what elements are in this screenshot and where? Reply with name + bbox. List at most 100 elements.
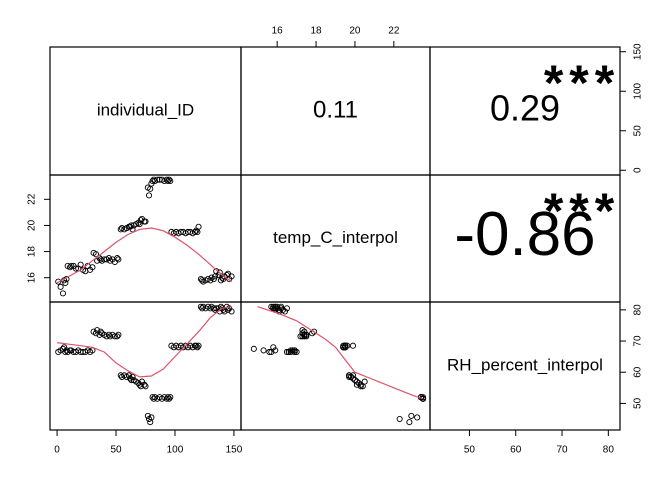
point-rh-vs-temp-2 bbox=[250, 345, 257, 352]
top-tick-label-temp-1: 18 bbox=[310, 26, 322, 37]
point-rh-vs-id-75 bbox=[194, 344, 201, 351]
point-temp-vs-id-4 bbox=[62, 279, 69, 286]
top-tick-label-temp-0: 16 bbox=[272, 26, 284, 37]
point-temp-vs-id-53 bbox=[150, 176, 157, 183]
point-rh-vs-id-51 bbox=[148, 414, 155, 421]
bottom-tick-label-rh-0: 50 bbox=[464, 445, 476, 456]
bottom-tick-label-id-1: 50 bbox=[110, 445, 122, 456]
point-rh-vs-temp-90 bbox=[274, 305, 281, 312]
right-tick-label-top-0: 0 bbox=[633, 167, 644, 173]
point-rh-vs-temp-16 bbox=[285, 348, 292, 356]
point-rh-vs-temp-23 bbox=[299, 330, 306, 337]
panel-border-2-0 bbox=[49, 301, 242, 431]
point-rh-vs-id-59 bbox=[163, 395, 170, 402]
point-rh-vs-temp-37 bbox=[349, 375, 357, 382]
point-rh-vs-temp-47 bbox=[357, 383, 364, 390]
point-rh-vs-temp-27 bbox=[299, 333, 306, 340]
point-rh-vs-temp-41 bbox=[353, 378, 360, 385]
point-rh-vs-id-31 bbox=[115, 331, 122, 338]
point-temp-vs-id-1 bbox=[57, 283, 64, 290]
point-rh-vs-temp-49 bbox=[396, 415, 403, 423]
point-temp-vs-id-49 bbox=[145, 192, 153, 199]
point-rh-vs-id-30 bbox=[114, 333, 121, 340]
point-temp-vs-id-12 bbox=[77, 261, 84, 268]
point-rh-vs-temp-94 bbox=[279, 306, 287, 313]
right-tick-label-rh-1: 60 bbox=[633, 366, 644, 378]
point-rh-vs-temp-4 bbox=[266, 348, 273, 356]
point-temp-vs-id-76 bbox=[195, 223, 202, 230]
point-rh-vs-temp-45 bbox=[361, 378, 368, 385]
point-temp-vs-id-47 bbox=[142, 218, 149, 225]
bottom-tick-label-rh-1: 60 bbox=[510, 445, 522, 456]
panel-border-2-2 bbox=[429, 301, 621, 431]
point-rh-vs-id-46 bbox=[141, 381, 148, 388]
bottom-tick-label-id-3: 150 bbox=[226, 445, 243, 456]
point-rh-vs-temp-11 bbox=[287, 347, 294, 354]
right-tick-label-top-1: 50 bbox=[633, 125, 644, 137]
point-rh-vs-temp-15 bbox=[291, 347, 298, 354]
point-rh-vs-temp-35 bbox=[348, 373, 355, 380]
bottom-tick-label-rh-2: 70 bbox=[556, 445, 568, 456]
point-rh-vs-id-92 bbox=[221, 308, 228, 315]
point-rh-vs-temp-1 bbox=[260, 347, 267, 354]
right-tick-label-rh-3: 80 bbox=[633, 304, 644, 316]
point-rh-vs-id-60 bbox=[164, 394, 171, 401]
point-rh-vs-id-61 bbox=[166, 395, 173, 402]
left-tick-label-temp-2: 20 bbox=[27, 219, 38, 231]
point-temp-vs-id-61 bbox=[166, 176, 173, 183]
point-rh-vs-id-12 bbox=[77, 348, 84, 356]
point-rh-vs-temp-86 bbox=[283, 305, 290, 312]
variable-label-RH_percent_interpol: RH_percent_interpol bbox=[447, 355, 603, 374]
point-temp-vs-id-8 bbox=[68, 262, 75, 269]
point-rh-vs-id-53 bbox=[150, 395, 157, 402]
point-rh-vs-temp-30 bbox=[303, 333, 310, 340]
point-rh-vs-id-29 bbox=[111, 333, 118, 340]
bottom-tick-label-rh-3: 80 bbox=[603, 445, 615, 456]
bottom-tick-label-id-0: 0 bbox=[54, 445, 60, 456]
point-rh-vs-temp-75 bbox=[342, 344, 349, 351]
panel-border-2-1 bbox=[240, 301, 431, 431]
point-rh-vs-id-78 bbox=[199, 305, 206, 312]
variable-label-temp_C_interpol: temp_C_interpol bbox=[273, 228, 398, 247]
significance-stars-2: *** bbox=[544, 183, 620, 239]
point-rh-vs-id-20 bbox=[94, 327, 101, 334]
point-temp-vs-id-30 bbox=[114, 255, 121, 262]
right-tick-label-rh-2: 70 bbox=[633, 335, 644, 347]
point-rh-vs-temp-61 bbox=[419, 395, 427, 402]
point-rh-vs-temp-12 bbox=[293, 348, 300, 356]
point-rh-vs-temp-76 bbox=[349, 342, 357, 349]
smooth-line-temp-vs-id bbox=[56, 227, 232, 284]
correlation-value-1: 0.29 bbox=[490, 88, 560, 129]
right-tick-label-top-2: 100 bbox=[633, 82, 644, 99]
point-rh-vs-temp-29 bbox=[297, 333, 304, 340]
point-rh-vs-temp-89 bbox=[270, 303, 277, 310]
point-rh-vs-id-62 bbox=[167, 394, 174, 401]
point-temp-vs-id-88 bbox=[216, 269, 223, 276]
correlation-value-2: -0.86 bbox=[454, 200, 595, 269]
point-temp-vs-id-94 bbox=[224, 270, 232, 277]
point-rh-vs-temp-14 bbox=[283, 348, 290, 356]
point-temp-vs-id-32 bbox=[117, 226, 124, 233]
point-temp-vs-id-43 bbox=[136, 221, 143, 228]
bottom-tick-label-id-2: 100 bbox=[167, 445, 184, 456]
point-rh-vs-temp-5 bbox=[272, 347, 279, 354]
point-rh-vs-temp-95 bbox=[272, 305, 279, 312]
point-temp-vs-id-60 bbox=[164, 177, 171, 185]
variable-label-individual_ID: individual_ID bbox=[97, 100, 194, 119]
point-rh-vs-temp-72 bbox=[340, 344, 347, 351]
point-rh-vs-id-96 bbox=[228, 308, 235, 315]
point-rh-vs-temp-79 bbox=[268, 303, 275, 310]
smooth-line-rh-vs-temp bbox=[257, 306, 424, 400]
point-temp-vs-id-19 bbox=[92, 251, 100, 258]
left-tick-label-temp-3: 22 bbox=[27, 193, 38, 205]
point-temp-vs-id-62 bbox=[167, 177, 174, 185]
point-temp-vs-id-96 bbox=[228, 273, 235, 280]
point-temp-vs-id-55 bbox=[154, 176, 161, 183]
point-temp-vs-id-17 bbox=[89, 264, 96, 271]
significance-stars-1: *** bbox=[544, 55, 620, 111]
point-temp-vs-id-0 bbox=[55, 278, 62, 285]
point-rh-vs-temp-17 bbox=[289, 347, 296, 354]
point-rh-vs-id-22 bbox=[97, 328, 104, 335]
point-temp-vs-id-73 bbox=[191, 228, 199, 236]
